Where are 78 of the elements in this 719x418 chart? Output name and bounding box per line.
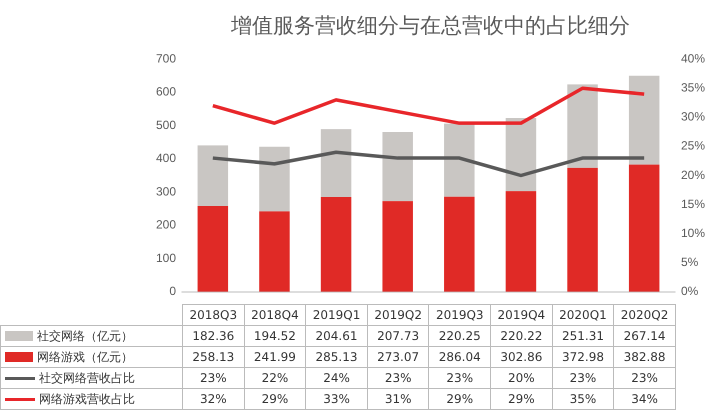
y-tick-label: 700	[156, 52, 176, 66]
x-tick-label: 2018Q3	[182, 304, 244, 326]
bar	[628, 164, 660, 292]
x-tick-label: 2019Q1	[306, 304, 368, 326]
data-label: 207.73	[367, 326, 429, 346]
x-tick-label: 2020Q1	[552, 304, 614, 326]
data-label: 302.86	[490, 346, 552, 368]
data-label: 23%	[428, 368, 491, 388]
data-label: 220.22	[490, 326, 552, 346]
data-label: 182.36	[182, 326, 244, 346]
y2-tick-label: 10%	[680, 226, 706, 240]
data-label: 194.52	[244, 326, 306, 346]
chart-title: 增值服务营收细分与在总营收中的占比细分	[230, 14, 630, 38]
y2-tick-label: 30%	[680, 110, 706, 124]
data-label: 23%	[552, 368, 614, 388]
x-tick-label: 2019Q3	[428, 304, 491, 326]
data-label: 34%	[614, 388, 676, 410]
y-tick-label: 0	[169, 284, 176, 298]
bar	[320, 129, 352, 198]
bar	[259, 211, 290, 292]
x-tick-label: 2018Q4	[244, 304, 306, 326]
data-label: 33%	[306, 388, 368, 410]
legend-label: 社交网络（亿元）	[37, 328, 133, 342]
x-tick-label: 2019Q2	[367, 304, 429, 326]
bar	[567, 84, 598, 168]
data-label: 220.25	[428, 326, 491, 346]
legend-label: 社交网络营收占比	[39, 370, 135, 384]
data-label: 29%	[428, 388, 491, 410]
data-label: 23%	[367, 368, 429, 388]
x-tick-label: 2019Q4	[490, 304, 552, 326]
data-label: 267.14	[614, 326, 676, 346]
y2-tick-label: 40%	[680, 52, 706, 66]
data-label: 372.98	[552, 346, 614, 368]
bar	[444, 196, 475, 292]
y2-tick-label: 15%	[680, 196, 706, 211]
bar	[506, 118, 536, 192]
data-label: 251.31	[552, 326, 614, 346]
y2-tick-label: 0%	[680, 284, 699, 298]
bar	[567, 168, 598, 292]
data-label: 20%	[490, 368, 552, 388]
data-label: 258.13	[182, 346, 244, 368]
bar	[198, 145, 228, 206]
y2-tick-label: 25%	[680, 138, 706, 153]
legend-label: 网络游戏（亿元）	[37, 350, 133, 364]
bar	[444, 124, 475, 197]
bar	[506, 191, 536, 292]
y-tick-label: 300	[156, 184, 176, 198]
y2-tick-label: 20%	[680, 168, 706, 182]
y-tick-label: 600	[156, 84, 176, 99]
y2-tick-label: 5%	[680, 255, 699, 270]
y2-tick-label: 35%	[680, 80, 706, 95]
bar	[198, 206, 228, 292]
bar	[628, 76, 660, 165]
bar	[259, 146, 290, 212]
bar	[382, 132, 413, 202]
y-tick-label: 200	[156, 218, 176, 232]
y-tick-label: 500	[156, 118, 176, 132]
data-label: 285.13	[306, 346, 368, 368]
data-label: 29%	[490, 388, 552, 410]
data-label: 32%	[182, 388, 244, 410]
data-label: 31%	[367, 388, 429, 410]
data-label: 29%	[244, 388, 306, 410]
y-tick-label: 400	[156, 151, 176, 166]
data-label: 24%	[306, 368, 368, 388]
y-tick-label: 100	[156, 250, 176, 265]
data-label: 23%	[614, 368, 676, 388]
data-label: 382.88	[614, 346, 676, 368]
data-label: 22%	[244, 368, 306, 388]
data-label: 35%	[552, 388, 614, 410]
data-label: 23%	[182, 368, 244, 388]
x-tick-label: 2020Q2	[614, 304, 676, 326]
data-label: 204.61	[306, 326, 368, 346]
legend-label: 网络游戏营收占比	[39, 392, 135, 406]
bar	[320, 197, 352, 292]
data-label: 286.04	[428, 346, 491, 368]
data-label: 273.07	[367, 346, 429, 368]
data-label: 241.99	[244, 346, 306, 368]
bar	[382, 201, 413, 292]
